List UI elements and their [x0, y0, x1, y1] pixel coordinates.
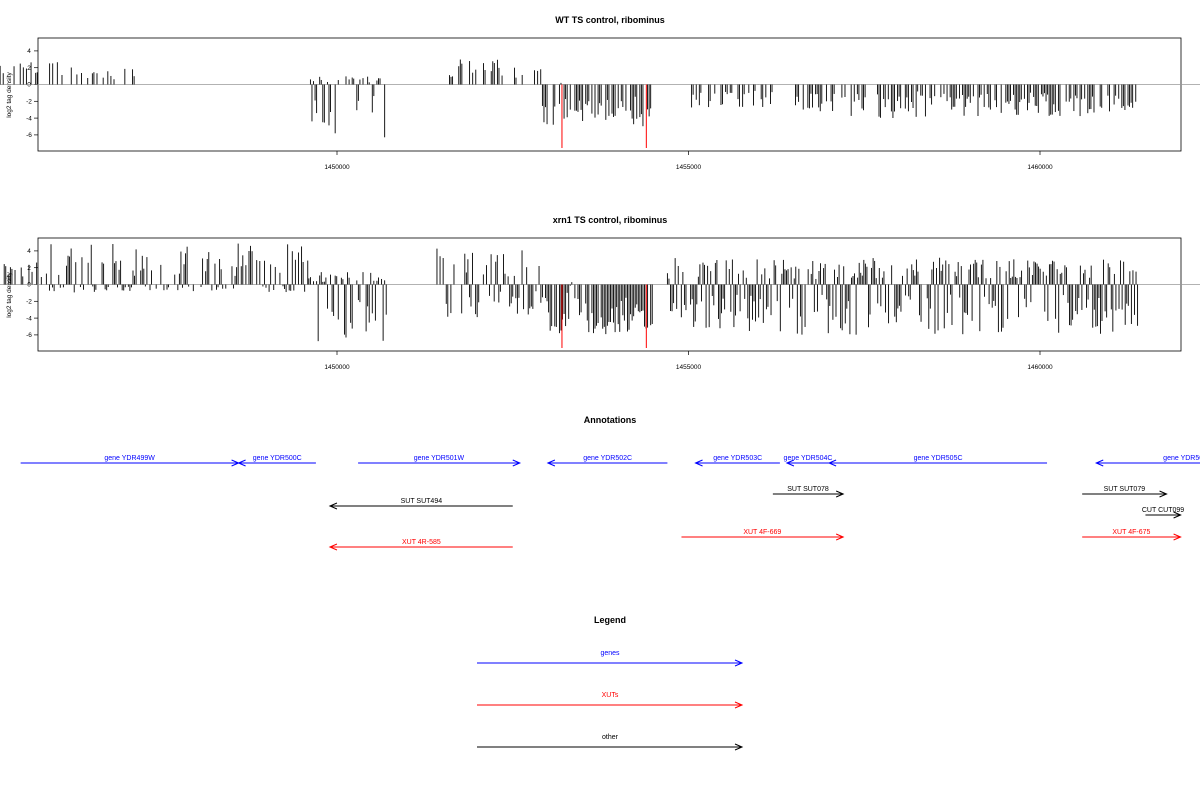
- annotation-feature: gene YDR503C: [694, 455, 780, 467]
- annotation-label: gene YDR500C: [253, 455, 302, 462]
- x-tick-label: 1460000: [1027, 164, 1053, 171]
- arrow-head: [835, 533, 845, 541]
- annotation-label: gene YDR503C: [713, 455, 762, 462]
- annotation-feature: gene YDR504C: [784, 455, 833, 467]
- panel-title-wt: WT TS control, ribominus: [555, 15, 665, 25]
- y-tick-label: -6: [26, 132, 32, 139]
- arrow-head: [1159, 490, 1168, 498]
- annotation-feature: CUT CUT099: [1142, 507, 1184, 519]
- y-tick-label: 4: [27, 48, 31, 55]
- y-tick-label: -6: [26, 332, 32, 339]
- annotation-feature: XUT 4R-585: [328, 539, 513, 551]
- x-tick-label: 1460000: [1027, 364, 1053, 371]
- annotation-label: SUT SUT079: [1104, 486, 1146, 493]
- legend-items: genes XUTs other: [477, 650, 744, 751]
- annotation-feature: gene YDR499W: [20, 455, 240, 467]
- annotation-label: SUT SUT494: [401, 498, 443, 505]
- annotation-label: gene YDR502C: [583, 455, 632, 462]
- annotation-feature: SUT SUT079: [1082, 486, 1168, 498]
- legend-label: genes: [600, 650, 620, 657]
- y-tick-label: -2: [26, 99, 32, 106]
- arrow-head: [328, 543, 338, 551]
- arrow-head: [734, 659, 744, 667]
- y-tick-label: 0: [27, 82, 31, 89]
- annotation-feature: XUT 4F-675: [1082, 529, 1182, 541]
- legend-label: XUTs: [602, 692, 619, 699]
- annotation-feature: XUT 4F-669: [681, 529, 845, 541]
- annotation-label: XUT 4F-669: [743, 529, 781, 536]
- x-tick-label: 1450000: [324, 164, 350, 171]
- arrow-head: [785, 459, 795, 467]
- y-axis-label-wt: log2 tag density: [6, 71, 13, 117]
- annotation-feature: gene YDR506C: [1094, 455, 1200, 467]
- panel-title-xrn1: xrn1 TS control, ribominus: [553, 215, 668, 225]
- arrow-head: [694, 459, 703, 467]
- arrow-head: [1173, 511, 1182, 519]
- annotation-label: gene YDR506C: [1163, 455, 1200, 462]
- x-tick-label: 1455000: [676, 364, 702, 371]
- legend-section: Legend genes XUTs other: [477, 615, 744, 751]
- annotation-label: gene YDR501W: [414, 455, 465, 462]
- arrow-head: [734, 743, 744, 751]
- arrow-head: [835, 490, 845, 498]
- annotation-label: SUT SUT078: [787, 486, 829, 493]
- arrow-head: [237, 459, 246, 467]
- annotations-title: Annotations: [584, 415, 637, 425]
- annotation-feature: gene YDR500C: [237, 455, 316, 467]
- plot-frame-xrn1: [37, 237, 1182, 352]
- panel-wt: WT TS control, ribominus log2 tag densit…: [0, 15, 1200, 171]
- annotation-label: XUT 4F-675: [1112, 529, 1150, 536]
- y-tick-label: -2: [26, 299, 32, 306]
- legend-title: Legend: [594, 615, 626, 625]
- annotation-label: CUT CUT099: [1142, 507, 1184, 514]
- plot-frame-wt: [37, 37, 1182, 152]
- annotation-feature: SUT SUT078: [772, 486, 845, 498]
- y-tick-label: -4: [26, 115, 32, 122]
- legend-item: XUTs: [477, 692, 744, 709]
- panel-xrn1: xrn1 TS control, ribominus log2 tag dens…: [0, 215, 1200, 371]
- legend-label: other: [602, 734, 619, 741]
- x-ticks-xrn1: 1450000 1455000 1460000: [324, 351, 1053, 371]
- bars-wt: [0, 59, 1200, 148]
- annotation-feature: SUT SUT494: [328, 498, 513, 510]
- arrow-head: [827, 459, 837, 467]
- y-tick-label: 0: [27, 282, 31, 289]
- annotation-feature: gene YDR505C: [827, 455, 1048, 467]
- x-ticks-wt: 1450000 1455000 1460000: [324, 151, 1053, 171]
- arrow-head: [512, 459, 522, 467]
- arrow-head: [328, 502, 338, 510]
- x-tick-label: 1450000: [324, 364, 350, 371]
- y-ticks-xrn1: 420-2-4-6: [26, 248, 38, 339]
- y-axis-label-xrn1: log2 tag density: [6, 271, 13, 317]
- annotation-feature: gene YDR501W: [358, 455, 522, 467]
- annotation-label: gene YDR499W: [104, 455, 155, 462]
- bars-xrn1: [0, 243, 1200, 348]
- annotation-label: gene YDR505C: [914, 455, 963, 462]
- y-tick-label: -4: [26, 315, 32, 322]
- annotations-section: Annotations gene YDR498Cgene YDR499Wgene…: [20, 415, 1200, 551]
- annotation-feature: gene YDR502C: [546, 455, 668, 467]
- arrow-head: [546, 459, 556, 467]
- x-tick-label: 1455000: [676, 164, 702, 171]
- y-ticks-wt: 4 2 0 -2 -4 -6: [26, 48, 38, 139]
- legend-item: genes: [477, 650, 744, 667]
- arrow-head: [1094, 459, 1104, 467]
- arrow-head: [734, 701, 744, 709]
- arrow-head: [1173, 533, 1182, 541]
- annotation-label: XUT 4R-585: [402, 539, 441, 546]
- y-tick-label: 2: [27, 65, 31, 72]
- annotation-label: gene YDR504C: [784, 455, 833, 462]
- y-tick-label: 4: [27, 248, 31, 255]
- legend-item: other: [477, 734, 744, 751]
